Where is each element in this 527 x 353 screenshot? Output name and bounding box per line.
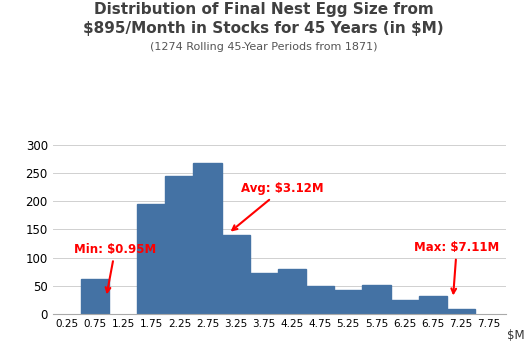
Bar: [306, 286, 334, 314]
Bar: [81, 279, 109, 314]
Bar: [193, 163, 221, 314]
Bar: [221, 235, 250, 314]
Text: \$895/Month in Stocks for 45 Years (in \$M): \$895/Month in Stocks for 45 Years (in \…: [83, 21, 444, 36]
Bar: [278, 269, 306, 314]
Text: $M: $M: [507, 329, 525, 342]
Bar: [447, 309, 475, 314]
Bar: [334, 291, 363, 314]
Text: (1274 Rolling 45-Year Periods from 1871): (1274 Rolling 45-Year Periods from 1871): [150, 42, 377, 52]
Bar: [363, 285, 391, 314]
Bar: [165, 176, 193, 314]
Text: Avg: \$3.12M: Avg: \$3.12M: [232, 182, 324, 230]
Bar: [391, 300, 418, 314]
Bar: [137, 204, 165, 314]
Text: Distribution of Final Nest Egg Size from: Distribution of Final Nest Egg Size from: [94, 2, 433, 17]
Text: Min: \$0.95M: Min: \$0.95M: [74, 243, 157, 292]
Text: Max: \$7.11M: Max: \$7.11M: [414, 241, 500, 293]
Bar: [418, 296, 447, 314]
Bar: [250, 273, 278, 314]
